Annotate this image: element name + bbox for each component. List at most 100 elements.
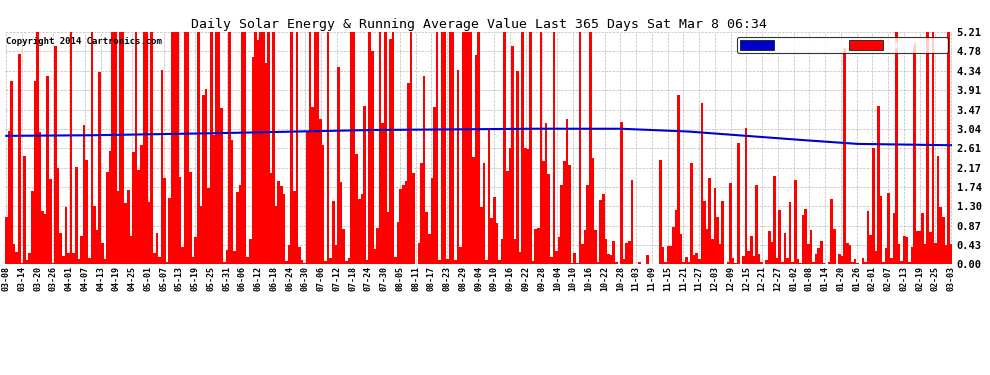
Bar bbox=[365, 260, 368, 264]
Bar bbox=[885, 248, 887, 264]
Bar bbox=[363, 106, 365, 264]
Bar bbox=[919, 231, 922, 264]
Bar bbox=[927, 32, 929, 264]
Bar bbox=[467, 32, 469, 264]
Bar bbox=[454, 260, 456, 264]
Bar bbox=[922, 213, 924, 264]
Bar bbox=[44, 214, 47, 264]
Bar bbox=[187, 32, 189, 264]
Bar bbox=[659, 160, 661, 264]
Bar bbox=[402, 184, 405, 264]
Bar bbox=[851, 262, 853, 264]
Bar bbox=[469, 32, 472, 264]
Bar bbox=[400, 189, 402, 264]
Bar bbox=[509, 148, 511, 264]
Bar bbox=[275, 206, 277, 264]
Bar bbox=[205, 89, 208, 264]
Bar bbox=[176, 32, 179, 264]
Bar bbox=[735, 263, 737, 264]
Bar bbox=[138, 170, 140, 264]
Bar bbox=[674, 210, 677, 264]
Bar bbox=[70, 32, 72, 264]
Bar bbox=[239, 184, 242, 264]
Bar bbox=[236, 192, 239, 264]
Bar bbox=[856, 263, 859, 264]
Bar bbox=[269, 172, 272, 264]
Bar bbox=[83, 124, 85, 264]
Bar bbox=[72, 253, 75, 264]
Bar bbox=[911, 246, 914, 264]
Bar bbox=[392, 32, 394, 264]
Legend: Average  ($), Daily  ($): Average ($), Daily ($) bbox=[737, 37, 947, 53]
Bar bbox=[132, 152, 135, 264]
Bar bbox=[797, 259, 799, 264]
Bar bbox=[940, 207, 942, 264]
Bar bbox=[272, 32, 275, 264]
Bar bbox=[256, 40, 259, 264]
Bar bbox=[464, 32, 467, 264]
Bar bbox=[228, 32, 231, 264]
Bar bbox=[117, 191, 119, 264]
Bar bbox=[527, 148, 530, 264]
Bar bbox=[578, 32, 581, 264]
Bar bbox=[784, 233, 786, 264]
Bar bbox=[690, 163, 693, 264]
Bar bbox=[942, 217, 944, 264]
Bar bbox=[210, 32, 213, 264]
Bar bbox=[21, 262, 23, 264]
Bar bbox=[384, 32, 386, 264]
Bar bbox=[77, 259, 80, 264]
Bar bbox=[148, 202, 150, 264]
Bar bbox=[223, 261, 226, 264]
Bar bbox=[96, 230, 98, 264]
Bar bbox=[109, 151, 111, 264]
Bar bbox=[924, 243, 927, 264]
Bar bbox=[248, 238, 251, 264]
Bar bbox=[31, 190, 34, 264]
Bar bbox=[130, 236, 132, 264]
Bar bbox=[283, 195, 285, 264]
Bar bbox=[599, 200, 602, 264]
Bar bbox=[155, 233, 158, 264]
Bar bbox=[485, 260, 488, 264]
Bar bbox=[371, 51, 373, 264]
Bar bbox=[381, 123, 384, 264]
Bar bbox=[242, 32, 244, 264]
Bar bbox=[122, 32, 125, 264]
Bar bbox=[262, 32, 264, 264]
Bar bbox=[916, 231, 919, 264]
Bar bbox=[592, 158, 594, 264]
Bar bbox=[786, 258, 789, 264]
Title: Daily Solar Energy & Running Average Value Last 365 Days Sat Mar 8 06:34: Daily Solar Energy & Running Average Val… bbox=[191, 18, 766, 31]
Bar bbox=[10, 81, 13, 264]
Bar bbox=[143, 32, 146, 264]
Bar bbox=[181, 247, 184, 264]
Bar bbox=[906, 237, 908, 264]
Bar bbox=[311, 108, 314, 264]
Bar bbox=[935, 243, 937, 264]
Bar bbox=[818, 248, 820, 264]
Bar bbox=[669, 246, 672, 264]
Bar bbox=[350, 32, 352, 264]
Bar bbox=[111, 32, 114, 264]
Bar bbox=[194, 237, 197, 264]
Bar bbox=[168, 198, 171, 264]
Bar bbox=[101, 243, 104, 264]
Bar bbox=[160, 70, 163, 264]
Bar bbox=[309, 32, 311, 264]
Bar bbox=[698, 259, 701, 264]
Bar bbox=[560, 185, 563, 264]
Bar bbox=[589, 32, 592, 264]
Bar bbox=[573, 254, 576, 264]
Bar bbox=[475, 55, 477, 264]
Bar bbox=[140, 146, 143, 264]
Bar bbox=[544, 123, 547, 264]
Bar bbox=[623, 259, 626, 264]
Bar bbox=[332, 201, 335, 264]
Bar bbox=[752, 256, 755, 264]
Bar bbox=[197, 32, 200, 264]
Bar bbox=[373, 249, 376, 264]
Bar bbox=[833, 229, 836, 264]
Bar bbox=[444, 32, 446, 264]
Bar bbox=[218, 32, 221, 264]
